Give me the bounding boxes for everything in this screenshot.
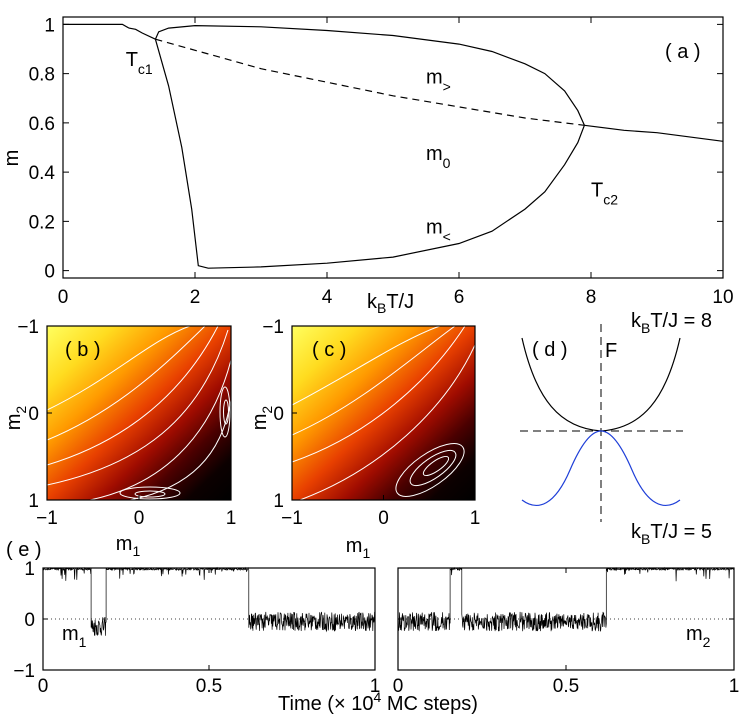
panel-d-tag: ( d ) (532, 339, 568, 361)
panel-b-contours (47, 326, 231, 500)
panel-e-tag: ( e ) (6, 539, 42, 561)
series-low-t (63, 23, 156, 40)
panel-b-tag: ( b ) (65, 339, 101, 361)
annotation-m-x: m> (426, 66, 451, 94)
contour-line (119, 486, 181, 500)
contour-line (292, 326, 456, 436)
series-high-t (584, 124, 724, 142)
contour-line (47, 326, 219, 466)
y-tick-label: 1 (24, 559, 35, 580)
x-tick-label: 6 (454, 287, 465, 308)
panel-c-ylabel: m2 (249, 406, 275, 431)
panel-b-ylabel: m2 (3, 406, 29, 431)
panel-a-annotations: m> m0 m< Tc1 Tc2 (126, 49, 619, 244)
x-tick-label: 10 (712, 287, 733, 308)
trace-label: m2 (686, 623, 711, 650)
trace-label: m1 (62, 623, 87, 650)
panel-d: ( d ) F kBT/J = 8 kBT/J = 5 (520, 310, 712, 547)
x-tick-label: 1 (470, 508, 481, 529)
x-tick-label: 2 (190, 287, 201, 308)
contour-line (47, 326, 191, 411)
contour-line (219, 386, 231, 438)
x-tick-label: 0.5 (553, 676, 579, 697)
annotation-m-0: m0 (426, 143, 451, 171)
annotation-t-c1: Tc1 (126, 49, 153, 77)
panel-c: −1 0 1−101 ( c ) m2 m1 (249, 317, 480, 561)
panel-e-xlabel: Time (× 104 MC steps) (278, 689, 478, 715)
contour-line (299, 344, 475, 500)
x-tick-label: 1 (370, 676, 381, 697)
y-tick-label: 0.8 (29, 65, 55, 86)
y-tick-label: −1 (13, 661, 35, 682)
panel-a-tag: ( a ) (665, 41, 701, 63)
panel-c-xlabel: m1 (346, 535, 371, 561)
x-tick-label: 0 (38, 676, 49, 697)
panel-a-curves (63, 23, 724, 269)
y-tick-label: 0 (44, 262, 55, 283)
contour-line (422, 455, 450, 477)
contour-line (292, 326, 441, 406)
panel-a-xlabel: kBT/J (367, 291, 414, 316)
trace-m2 (397, 566, 735, 632)
series-m-0 (155, 38, 585, 126)
annotation-t-c2: Tc2 (591, 180, 618, 208)
series-m-- (154, 39, 585, 269)
contour-line (47, 329, 229, 486)
contour-line (129, 399, 231, 500)
x-tick-label: −1 (36, 508, 58, 529)
panel-c-ticks: −1 0 1−101 (262, 317, 480, 529)
y-tick-label: 0 (24, 610, 35, 631)
y-tick-label: 1 (44, 15, 55, 36)
panel-c-tag: ( c ) (312, 339, 346, 361)
panel-d-label-top: kBT/J = 8 (631, 310, 712, 336)
panel-d-label-bottom: kBT/J = 5 (631, 521, 712, 547)
x-tick-label: 0 (58, 287, 69, 308)
contour-line (134, 490, 166, 498)
y-tick-label: −1 (262, 317, 284, 338)
panel-d-curve-5 (521, 430, 681, 506)
y-tick-label: 0 (28, 404, 39, 425)
contour-line (47, 326, 206, 441)
x-tick-label: 4 (322, 287, 333, 308)
contour-line (409, 449, 457, 487)
contour-line (395, 443, 465, 497)
x-tick-label: 0 (134, 508, 145, 529)
y-tick-label: −1 (17, 317, 39, 338)
x-tick-label: 0.5 (196, 676, 222, 697)
y-tick-label: 0.4 (29, 163, 56, 184)
x-tick-label: 8 (586, 287, 597, 308)
y-tick-label: 1 (28, 491, 39, 512)
panel-c-contours (292, 326, 475, 500)
panel-b-xlabel: m1 (116, 533, 141, 559)
panel-a-ylabel: m (1, 150, 23, 167)
y-tick-label: 0.6 (29, 114, 55, 135)
annotation-m-x: m< (426, 217, 451, 245)
x-tick-label: 0 (393, 676, 404, 697)
x-tick-label: 0 (378, 508, 389, 529)
panel-a: 0 2 4 6 8 10 0 0.2 0.4 0.6 0.8 1 ( a ) m kBT/J m> m0… (1, 15, 734, 316)
panel-b-ticks: −1 0 1−101 (17, 317, 236, 529)
y-tick-label: 0.2 (29, 212, 55, 233)
y-tick-label: 1 (273, 491, 284, 512)
panel-a-frame (62, 16, 724, 279)
contour-line (292, 326, 466, 463)
panel-a-ticks: 0 2 4 6 8 10 0 0.2 0.4 0.6 0.8 1 (29, 15, 734, 308)
y-tick-label: 0 (273, 404, 284, 425)
panel-d-F-label: F (605, 340, 617, 362)
contour-line (89, 359, 231, 500)
x-tick-label: −1 (281, 508, 303, 529)
panel-b: −1 0 1−101 ( b ) m2 m1 (3, 317, 236, 559)
contour-line (223, 399, 229, 425)
series-m-- (154, 24, 585, 126)
panel-e-right: 0 0.5 1 m2 (393, 566, 740, 697)
trace-m1 (42, 566, 376, 637)
x-tick-label: 1 (226, 508, 237, 529)
x-tick-label: 1 (729, 676, 740, 697)
